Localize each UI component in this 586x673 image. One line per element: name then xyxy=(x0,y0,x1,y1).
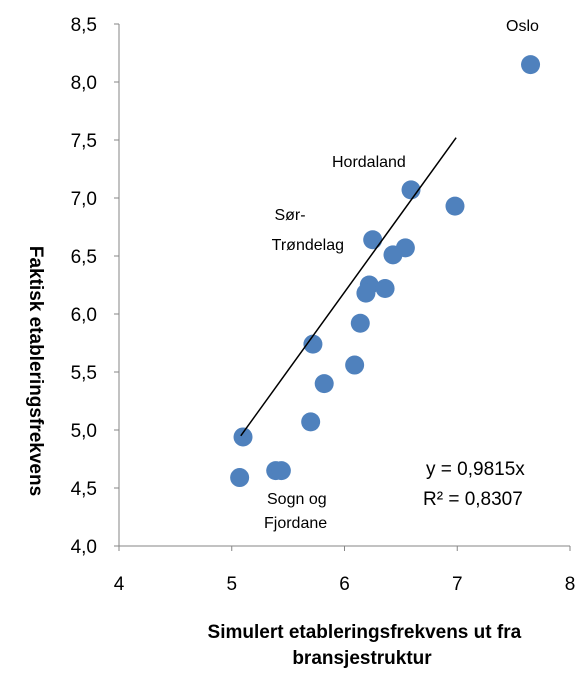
y-tick-label: 4,5 xyxy=(71,479,97,500)
x-tick-label: 6 xyxy=(339,574,350,595)
data-point xyxy=(356,283,376,303)
data-point xyxy=(350,313,370,333)
x-tick-label: 8 xyxy=(565,574,576,595)
data-point xyxy=(445,196,465,216)
annotation-sogn-og-fjordane: Sogn og Fjordane xyxy=(264,491,331,532)
y-tick-label: 8,0 xyxy=(71,73,97,94)
y-tick-labels: 4,0 4,5 5,0 5,5 6,0 6,5 7,0 7,5 8,0 8,5 xyxy=(71,15,97,558)
data-point xyxy=(233,427,253,447)
x-tick-label: 4 xyxy=(114,574,125,595)
data-point xyxy=(230,468,250,488)
data-point xyxy=(363,230,383,250)
y-tick-label: 6,5 xyxy=(71,247,97,268)
data-point xyxy=(521,55,541,75)
y-tick-label: 6,0 xyxy=(71,305,97,326)
y-tick-label: 8,5 xyxy=(71,15,97,36)
x-tick-label: 7 xyxy=(452,574,463,595)
x-tick-labels: 4 5 6 7 8 xyxy=(114,574,576,595)
trendline xyxy=(240,137,457,437)
x-axis-title: Simulert etableringsfrekvens ut fra bran… xyxy=(208,622,527,669)
annotation-hordaland: Hordaland xyxy=(332,154,406,171)
y-tick-label: 7,5 xyxy=(71,131,97,152)
data-point xyxy=(314,374,334,394)
data-point xyxy=(271,461,291,481)
annotation-sor-trondelag: Sør- Trøndelag xyxy=(272,207,344,254)
data-points xyxy=(230,55,541,488)
data-point xyxy=(303,334,323,354)
data-point xyxy=(301,412,321,432)
data-point xyxy=(383,245,403,265)
x-tick-marks xyxy=(118,546,571,551)
annotation-oslo: Oslo xyxy=(506,18,539,35)
x-tick-label: 5 xyxy=(226,574,237,595)
data-point xyxy=(375,278,395,298)
y-tick-label: 4,0 xyxy=(71,537,97,558)
y-tick-label: 5,0 xyxy=(71,421,97,442)
y-tick-label: 7,0 xyxy=(71,189,97,210)
trendline-equation: y = 0,9815x R² = 0,8307 xyxy=(423,459,530,510)
y-tick-marks xyxy=(114,23,119,547)
data-point xyxy=(345,355,365,375)
y-axis-title: Faktisk etableringsfrekvens xyxy=(25,246,46,496)
y-tick-label: 5,5 xyxy=(71,363,97,384)
